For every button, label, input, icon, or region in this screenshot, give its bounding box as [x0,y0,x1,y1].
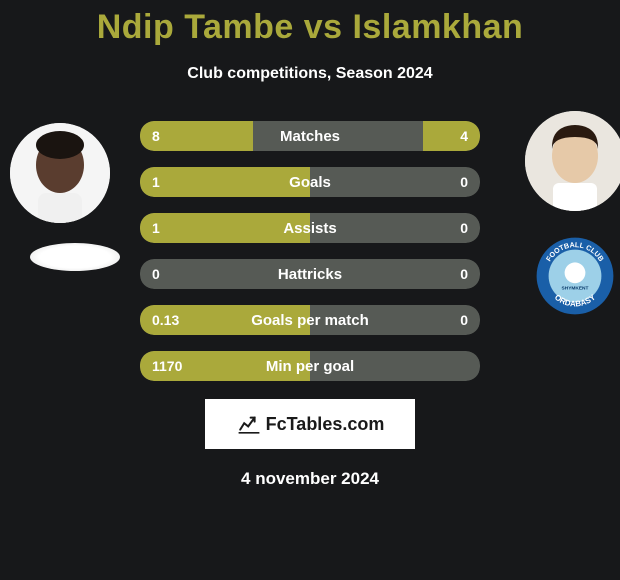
comparison-subtitle: Club competitions, Season 2024 [0,65,620,83]
stat-row: Matches8 4 [140,121,480,151]
stat-row: Hattricks0 0 [140,259,480,289]
stat-label: Hattricks [140,259,480,289]
stat-left-value: 8 [140,121,172,151]
stat-right-value: 0 [448,305,480,335]
brand-box[interactable]: FcTables.com [205,399,415,449]
team-left-badge [30,243,120,271]
stat-left-value: 1 [140,213,172,243]
team-right-badge: FOOTBALL CLUB ORDABASY SHYMKENT [535,236,615,316]
stats-list: Matches84Goals10Assists10Hattricks00Goal… [140,121,480,381]
stat-left-value: 0 [140,259,172,289]
team-right-icon: FOOTBALL CLUB ORDABASY SHYMKENT [535,236,615,316]
comparison-content: FOOTBALL CLUB ORDABASY SHYMKENT Matches8… [0,123,620,489]
player-right-avatar [525,111,620,211]
stat-right-value: 4 [448,121,480,151]
stat-label: Assists [140,213,480,243]
brand-icon [236,412,262,436]
stat-right-value: 0 [448,167,480,197]
comparison-date: 4 november 2024 [0,469,620,489]
brand-label: FcTables.com [266,414,385,435]
player-left-icon [10,123,110,223]
stat-right-value: 0 [448,213,480,243]
svg-text:SHYMKENT: SHYMKENT [562,286,589,292]
stat-row: Goals per match0.130 [140,305,480,335]
stat-row: Assists1 0 [140,213,480,243]
stat-row: Goals1 0 [140,167,480,197]
stat-left-value: 1170 [140,351,194,381]
stat-right-value: 0 [448,259,480,289]
stat-label: Goals [140,167,480,197]
player-right-icon [525,111,620,211]
stat-label: Matches [140,121,480,151]
comparison-title: Ndip Tambe vs Islamkhan [0,8,620,47]
stat-left-value: 1 [140,167,172,197]
stat-left-value: 0.13 [140,305,191,335]
stat-row: Min per goal1170 [140,351,480,381]
stat-right-value [456,351,480,381]
player-left-avatar [10,123,110,223]
